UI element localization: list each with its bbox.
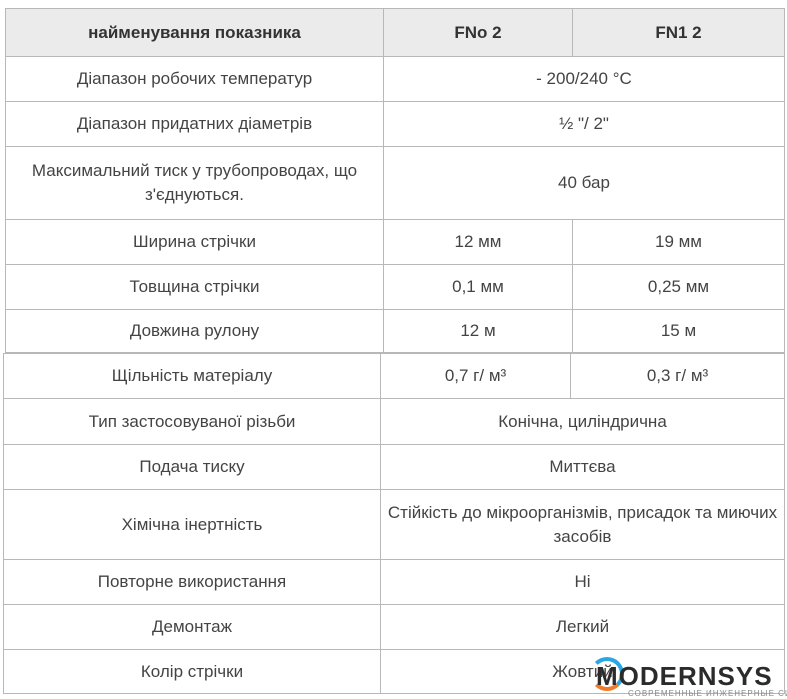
row-label: Діапазон придатних діаметрів	[5, 101, 384, 147]
table-row: Діапазон робочих температур - 200/240 °C	[5, 56, 785, 102]
row-label: Демонтаж	[3, 604, 381, 650]
row-value-fn0: 0,1 мм	[383, 264, 573, 310]
header-row: найменування показника FNo 2 FN1 2	[5, 8, 785, 57]
row-value-fn0: 12 мм	[383, 219, 573, 265]
header-parameter: найменування показника	[5, 8, 384, 57]
row-label: Довжина рулону	[5, 309, 384, 353]
header-fn1: FN1 2	[572, 8, 785, 57]
row-label: Хімічна інертність	[3, 489, 381, 560]
table-row: Тип застосовуваної різьби Конічна, цилін…	[3, 398, 785, 445]
row-label: Повторне використання	[3, 559, 381, 605]
table-row: Діапазон придатних діаметрів ½ "/ 2"	[5, 101, 785, 147]
spec-table-top: найменування показника FNo 2 FN1 2 Діапа…	[5, 8, 785, 353]
row-value-fn1: 0,25 мм	[572, 264, 785, 310]
table-row: Товщина стрічки 0,1 мм 0,25 мм	[5, 264, 785, 310]
table-row: Повторне використання Ні	[3, 559, 785, 605]
table-row: Довжина рулону 12 м 15 м	[5, 309, 785, 353]
row-label: Ширина стрічки	[5, 219, 384, 265]
row-value: ½ "/ 2"	[383, 101, 785, 147]
modernsys-watermark-logo: MODERNSYS СОВРЕМЕННЫЕ ИНЖЕНЕРНЫЕ СИСТЕМЫ	[588, 655, 787, 699]
row-value-fn0: 0,7 г/ м³	[380, 353, 571, 399]
row-value: Конічна, циліндрична	[380, 398, 785, 445]
row-value-fn1: 0,3 г/ м³	[570, 353, 785, 399]
row-value-fn1: 19 мм	[572, 219, 785, 265]
header-fn0: FNo 2	[383, 8, 573, 57]
row-value: Легкий	[380, 604, 785, 650]
row-label: Колір стрічки	[3, 649, 381, 694]
row-value: Стійкість до мікроорганізмів, присадок т…	[380, 489, 785, 560]
table-row: Ширина стрічки 12 мм 19 мм	[5, 219, 785, 265]
table-row: Демонтаж Легкий	[3, 604, 785, 650]
row-label: Тип застосовуваної різьби	[3, 398, 381, 445]
row-value-fn0: 12 м	[383, 309, 573, 353]
table-row: Максимальний тиск у трубопроводах, що з'…	[5, 146, 785, 220]
row-label: Подача тиску	[3, 444, 381, 490]
row-label: Щільність матеріалу	[3, 353, 381, 399]
logo-brand: MODERNSYS	[596, 661, 773, 691]
table-row: Подача тиску Миттєва	[3, 444, 785, 490]
row-label: Товщина стрічки	[5, 264, 384, 310]
logo-ring-icon	[590, 657, 624, 691]
row-value-fn1: 15 м	[572, 309, 785, 353]
row-value: 40 бар	[383, 146, 785, 220]
row-value: Миттєва	[380, 444, 785, 490]
row-value: Ні	[380, 559, 785, 605]
row-label: Максимальний тиск у трубопроводах, що з'…	[5, 146, 384, 220]
row-label: Діапазон робочих температур	[5, 56, 384, 102]
table-row: Хімічна інертність Стійкість до мікроорг…	[3, 489, 785, 560]
spec-table-bottom: Щільність матеріалу 0,7 г/ м³ 0,3 г/ м³ …	[3, 353, 785, 694]
table-row: Щільність матеріалу 0,7 г/ м³ 0,3 г/ м³	[3, 353, 785, 399]
row-value: - 200/240 °C	[383, 56, 785, 102]
logo-tagline: СОВРЕМЕННЫЕ ИНЖЕНЕРНЫЕ СИСТЕМЫ	[628, 689, 787, 698]
